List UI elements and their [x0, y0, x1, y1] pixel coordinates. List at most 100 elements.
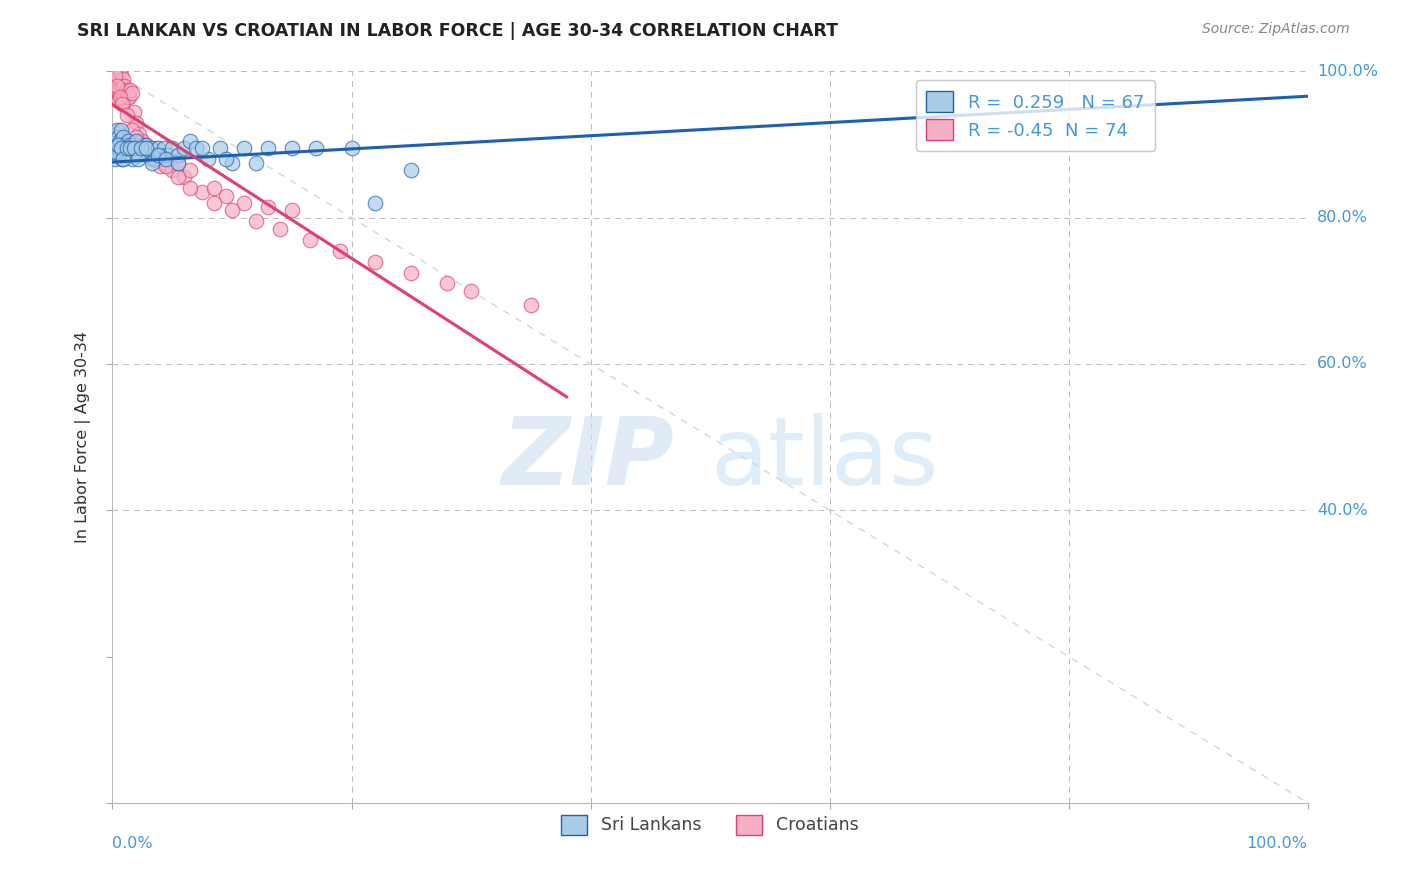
Text: 100.0%: 100.0% [1247, 836, 1308, 851]
Point [281, 141, 304, 155]
Point [401, 163, 423, 178]
Point [436, 277, 458, 291]
Point [110, 68, 132, 82]
Point [103, 134, 125, 148]
Point [131, 141, 153, 155]
Point [121, 87, 143, 101]
Point [298, 233, 321, 247]
Point [257, 141, 280, 155]
Point [131, 134, 153, 148]
Point [111, 141, 134, 155]
Point [104, 130, 127, 145]
Point [122, 141, 145, 155]
Point [114, 90, 135, 104]
Point [111, 94, 134, 108]
Point [107, 83, 129, 97]
Point [245, 156, 267, 170]
Point [167, 170, 190, 185]
Point [269, 221, 291, 235]
Point [108, 90, 131, 104]
Point [149, 160, 172, 174]
Point [111, 97, 134, 112]
Point [281, 203, 304, 218]
Point [125, 115, 148, 129]
Point [117, 134, 139, 148]
Point [112, 94, 135, 108]
Point [305, 141, 328, 155]
Point [202, 196, 225, 211]
Text: SRI LANKAN VS CROATIAN IN LABOR FORCE | AGE 30-34 CORRELATION CHART: SRI LANKAN VS CROATIAN IN LABOR FORCE | … [77, 22, 838, 40]
Point [121, 123, 143, 137]
Point [115, 141, 138, 155]
Point [191, 185, 214, 199]
Point [179, 181, 201, 195]
Point [114, 78, 135, 93]
Point [114, 137, 135, 152]
Point [146, 148, 169, 162]
Point [141, 156, 163, 170]
Point [233, 141, 256, 155]
Point [105, 127, 128, 141]
Point [105, 64, 128, 78]
Point [105, 83, 128, 97]
Point [364, 196, 387, 211]
Point [104, 71, 127, 86]
Point [111, 152, 134, 166]
Point [138, 145, 160, 159]
Point [209, 141, 232, 155]
Point [108, 83, 131, 97]
Point [105, 123, 128, 137]
Text: 0.0%: 0.0% [112, 836, 153, 851]
Point [173, 170, 195, 185]
Point [105, 145, 128, 159]
Point [146, 141, 169, 155]
Point [197, 152, 219, 166]
Point [460, 284, 482, 298]
Point [112, 71, 135, 86]
Point [103, 68, 125, 82]
Point [118, 90, 141, 104]
Point [115, 108, 138, 122]
Point [128, 148, 150, 162]
Point [105, 68, 128, 82]
Point [149, 148, 172, 162]
Point [110, 123, 132, 137]
Point [105, 68, 128, 82]
Point [233, 196, 256, 211]
Point [112, 152, 135, 166]
Point [114, 137, 136, 152]
Point [129, 141, 152, 155]
Point [105, 137, 128, 152]
Point [104, 68, 127, 82]
Point [111, 83, 134, 97]
Point [364, 254, 387, 268]
Point [167, 156, 190, 170]
Point [179, 134, 201, 148]
Point [162, 141, 183, 155]
Point [107, 148, 129, 162]
Point [167, 156, 190, 170]
Point [120, 137, 142, 152]
Point [221, 203, 243, 218]
Point [202, 181, 225, 195]
Point [186, 141, 208, 155]
Point [107, 130, 129, 145]
Text: 60.0%: 60.0% [1317, 357, 1368, 371]
Point [125, 130, 148, 145]
Point [114, 141, 135, 155]
Point [121, 152, 143, 166]
Text: 100.0%: 100.0% [1317, 64, 1378, 78]
Point [146, 152, 169, 166]
Point [155, 156, 177, 170]
Point [245, 214, 267, 228]
Point [122, 104, 145, 119]
Point [110, 90, 132, 104]
Point [156, 148, 179, 162]
Point [105, 145, 128, 159]
Point [135, 137, 157, 152]
Point [125, 134, 148, 148]
Point [191, 141, 214, 155]
Point [179, 163, 201, 178]
Point [153, 141, 176, 155]
Point [107, 137, 129, 152]
